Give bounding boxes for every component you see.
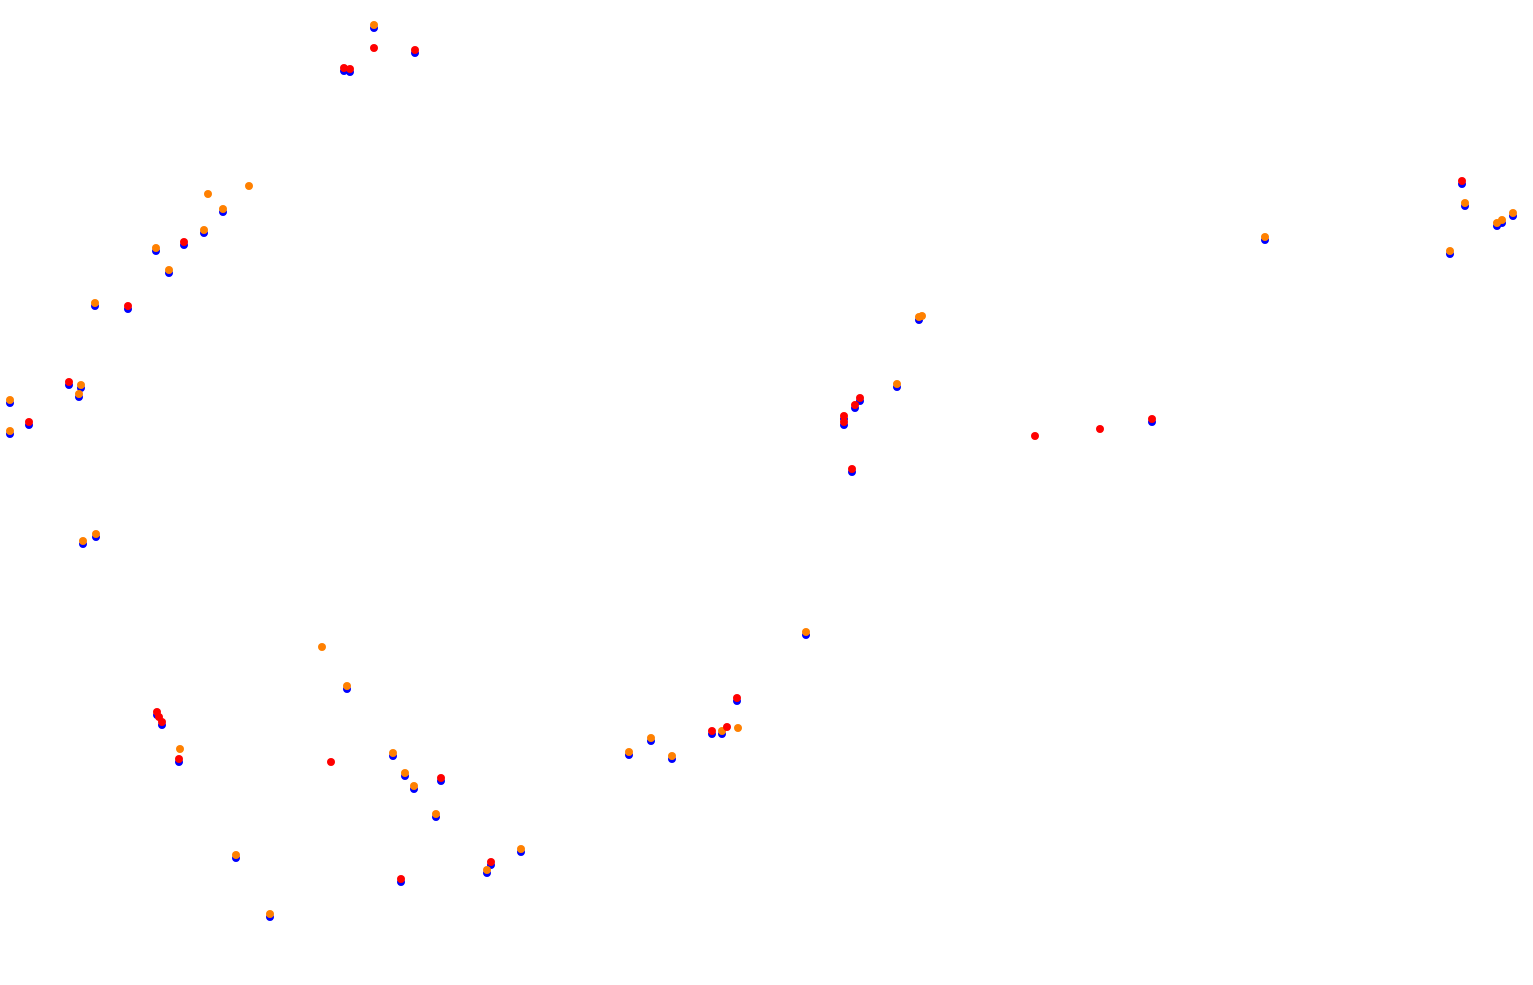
red-point	[346, 65, 354, 73]
orange-point	[79, 537, 87, 545]
red-point	[1096, 425, 1104, 433]
orange-point	[647, 734, 655, 742]
red-point	[175, 755, 183, 763]
red-point	[487, 858, 495, 866]
orange-point	[1498, 216, 1506, 224]
orange-point	[219, 205, 227, 213]
orange-point	[1509, 209, 1517, 217]
orange-point	[91, 299, 99, 307]
orange-point	[893, 380, 901, 388]
orange-point	[176, 745, 184, 753]
red-point	[840, 418, 848, 426]
orange-point	[517, 845, 525, 853]
red-point	[25, 418, 33, 426]
orange-point	[1461, 199, 1469, 207]
red-point	[180, 238, 188, 246]
red-point	[1458, 177, 1466, 185]
orange-point	[6, 427, 14, 435]
red-point	[733, 694, 741, 702]
red-point	[397, 875, 405, 883]
orange-point	[1446, 247, 1454, 255]
orange-point	[266, 910, 274, 918]
red-point	[437, 774, 445, 782]
orange-point	[370, 21, 378, 29]
red-point	[856, 394, 864, 402]
red-point	[1031, 432, 1039, 440]
orange-point	[75, 390, 83, 398]
orange-point	[165, 266, 173, 274]
red-point	[327, 758, 335, 766]
orange-point	[200, 226, 208, 234]
orange-point	[245, 182, 253, 190]
red-point	[848, 465, 856, 473]
orange-point	[918, 312, 926, 320]
red-point	[155, 713, 163, 721]
orange-point	[432, 810, 440, 818]
orange-point	[389, 749, 397, 757]
red-point	[723, 723, 731, 731]
orange-point	[410, 782, 418, 790]
red-point	[708, 727, 716, 735]
red-point	[340, 64, 348, 72]
orange-point	[318, 643, 326, 651]
red-point	[370, 44, 378, 52]
orange-point	[734, 724, 742, 732]
red-point	[1148, 415, 1156, 423]
orange-point	[92, 530, 100, 538]
orange-point	[401, 769, 409, 777]
red-point	[411, 46, 419, 54]
orange-point	[232, 851, 240, 859]
red-point	[124, 302, 132, 310]
orange-point	[343, 682, 351, 690]
orange-point	[204, 190, 212, 198]
red-point	[840, 412, 848, 420]
red-point	[851, 401, 859, 409]
orange-point	[668, 752, 676, 760]
red-point	[65, 378, 73, 386]
orange-point	[625, 748, 633, 756]
orange-point	[802, 628, 810, 636]
orange-point	[483, 866, 491, 874]
orange-point	[6, 396, 14, 404]
orange-point	[152, 244, 160, 252]
orange-point	[1261, 233, 1269, 241]
orange-point	[77, 381, 85, 389]
